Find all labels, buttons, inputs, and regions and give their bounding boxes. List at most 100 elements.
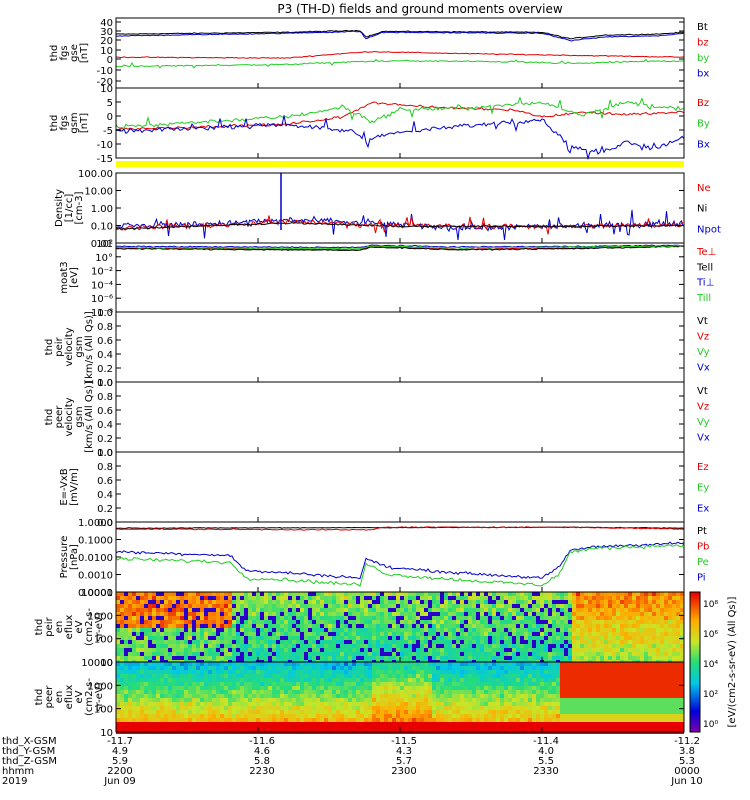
spectrogram-cell — [488, 710, 492, 714]
spectrogram-cell — [516, 624, 520, 628]
spectrogram-cell — [600, 596, 604, 600]
spectrogram-cell — [644, 620, 648, 624]
spectrogram-cell — [412, 682, 416, 686]
spectrogram-cell — [220, 682, 224, 686]
spectrogram-cell — [520, 640, 524, 644]
spectrogram-cell — [304, 648, 308, 652]
spectrogram-cell — [124, 652, 128, 656]
spectrogram-cell — [328, 710, 332, 714]
spectrogram-cell — [320, 722, 324, 726]
spectrogram-cell — [532, 694, 536, 698]
spectrogram-cell — [284, 632, 288, 636]
spectrogram-cell — [612, 706, 616, 710]
spectrogram-cell — [336, 616, 340, 620]
spectrogram-cell — [560, 620, 564, 624]
spectrogram-cell — [652, 612, 656, 616]
spectrogram-cell — [580, 670, 584, 674]
spectrogram-cell — [244, 710, 248, 714]
spectrogram-cell — [316, 652, 320, 656]
spectrogram-cell — [328, 694, 332, 698]
spectrogram-cell — [592, 608, 596, 612]
spectrogram-cell — [368, 722, 372, 726]
spectrogram-cell — [244, 666, 248, 670]
spectrogram-cell — [220, 640, 224, 644]
spectrogram-cell — [608, 592, 612, 596]
spectrogram-cell — [636, 666, 640, 670]
spectrogram-cell — [640, 644, 644, 648]
spectrogram-cell — [604, 662, 608, 666]
spectrogram-cell — [116, 718, 120, 722]
spectrogram-cell — [544, 656, 548, 660]
spectrogram-cell — [640, 706, 644, 710]
spectrogram-cell — [448, 666, 452, 670]
spectrogram-cell — [464, 656, 468, 660]
spectrogram-cell — [384, 674, 388, 678]
spectrogram-cell — [308, 620, 312, 624]
spectrogram-cell — [332, 670, 336, 674]
spectrogram-cell — [500, 600, 504, 604]
spectrogram-cell — [608, 652, 612, 656]
spectrogram-cell — [364, 690, 368, 694]
spectrogram-cell — [388, 592, 392, 596]
spectrogram-cell — [208, 726, 212, 730]
spectrogram-cell — [300, 714, 304, 718]
spectrogram-cell — [416, 682, 420, 686]
spectrogram-cell — [520, 644, 524, 648]
spectrogram-cell — [536, 648, 540, 652]
spectrogram-cell — [584, 600, 588, 604]
spectrogram-cell — [124, 604, 128, 608]
spectrogram-cell — [572, 710, 576, 714]
spectrogram-cell — [456, 604, 460, 608]
spectrogram-cell — [304, 652, 308, 656]
spectrogram-cell — [148, 662, 152, 666]
spectrogram-cell — [444, 678, 448, 682]
spectrogram-cell — [516, 600, 520, 604]
spectrogram-cell — [308, 674, 312, 678]
spectrogram-cell — [460, 604, 464, 608]
spectrogram-cell — [272, 726, 276, 730]
spectrogram-cell — [368, 592, 372, 596]
spectrogram-cell — [256, 640, 260, 644]
spectrogram-cell — [188, 620, 192, 624]
spectrogram-cell — [568, 644, 572, 648]
spectrogram-cell — [480, 628, 484, 632]
spectrogram-cell — [668, 608, 672, 612]
spectrogram-cell — [636, 628, 640, 632]
spectrogram-cell — [540, 600, 544, 604]
spectrogram-cell — [204, 652, 208, 656]
spectrogram-cell — [256, 662, 260, 666]
spectrogram-cell — [300, 600, 304, 604]
spectrogram-cell — [204, 690, 208, 694]
spectrogram-cell — [644, 596, 648, 600]
spectrogram-cell — [264, 714, 268, 718]
spectrogram-cell — [176, 718, 180, 722]
spectrogram-cell — [452, 644, 456, 648]
spectrogram-cell — [396, 604, 400, 608]
spectrogram-cell — [368, 674, 372, 678]
spectrogram-cell — [424, 624, 428, 628]
spectrogram-cell — [292, 612, 296, 616]
spectrogram-cell — [520, 636, 524, 640]
spectrogram-cell — [396, 644, 400, 648]
spectrogram-cell — [368, 632, 372, 636]
spectrogram-cell — [224, 690, 228, 694]
spectrogram-cell — [576, 640, 580, 644]
spectrogram-cell — [512, 690, 516, 694]
spectrogram-cell — [128, 718, 132, 722]
spectrogram-cell — [344, 632, 348, 636]
spectrogram-cell — [460, 698, 464, 702]
spectrogram-cell — [256, 690, 260, 694]
spectrogram-cell — [144, 612, 148, 616]
spectrogram-cell — [480, 702, 484, 706]
spectrogram-cell — [296, 640, 300, 644]
spectrogram-cell — [640, 612, 644, 616]
spectrogram-cell — [136, 674, 140, 678]
spectrogram-cell — [204, 718, 208, 722]
spectrogram-cell — [140, 628, 144, 632]
spectrogram-cell — [172, 620, 176, 624]
spectrogram-cell — [360, 616, 364, 620]
spectrogram-cell — [200, 624, 204, 628]
spectrogram-cell — [188, 656, 192, 660]
spectrogram-cell — [292, 726, 296, 730]
spectrogram-cell — [156, 608, 160, 612]
